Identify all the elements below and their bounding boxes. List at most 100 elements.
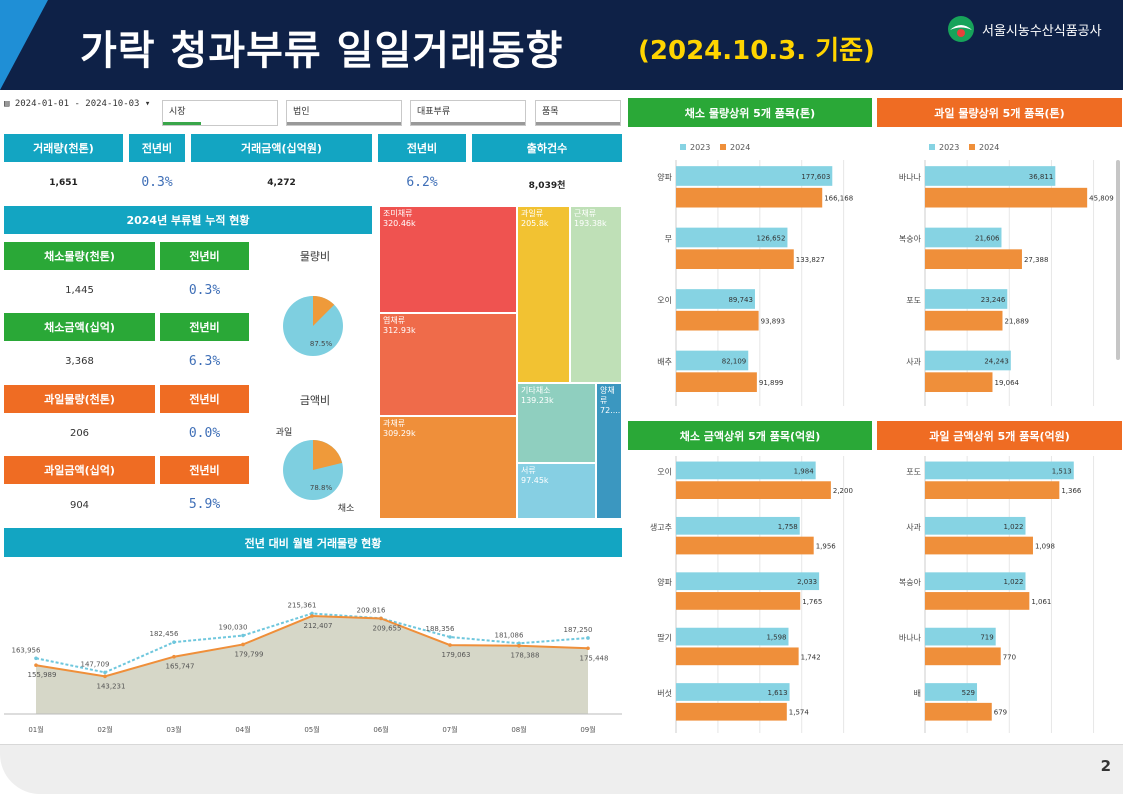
treemap-tile[interactable]: 기타채소 139.23k (517, 383, 596, 463)
category-label: 바나나 (899, 633, 922, 643)
fruit-amount-bar-chart: 1,513 1,366 포도 1,022 1,098 사과 1,022 1,061 복숭아 719… (899, 456, 1095, 733)
pie2-title: 금액비 (299, 394, 331, 407)
point-2023 (34, 656, 38, 661)
bar-label-2024: 1,765 (802, 598, 822, 606)
date-range-picker[interactable]: ▤ 2024-01-01 - 2024-10-03 ▾ (4, 99, 150, 109)
pie2-fruit-label: 과일 (275, 428, 293, 438)
data-label-2024: 209,655 (373, 624, 402, 632)
corp-filter[interactable]: 법인 (286, 100, 402, 126)
monthly-title: 전년 대비 월별 거래물량 현황 (4, 528, 622, 557)
treemap-tile-value: 193.38k (574, 219, 607, 228)
treemap-tile[interactable]: 조미채류 320.46k (379, 206, 517, 313)
bar-2023 (925, 227, 1002, 248)
treemap-tile[interactable]: 엽채류 312.93k (379, 313, 517, 416)
bar-label-2024: 1,366 (1061, 487, 1082, 495)
data-label-2024: 212,407 (304, 622, 333, 630)
bar-label-2024: 91,899 (759, 379, 784, 387)
point-2023 (172, 640, 176, 644)
fruit-amount-value: 904 (69, 500, 90, 511)
category-label: 버섯 (657, 688, 672, 698)
point-2023 (586, 636, 590, 640)
bar-label-2024: 770 (1003, 653, 1016, 661)
bar-2023 (925, 683, 978, 701)
bar-label-2024: 2,200 (833, 487, 853, 495)
bar-2024 (925, 310, 1003, 331)
legend-label-2024: 2024 (979, 143, 999, 152)
chart-scrollbar[interactable] (1116, 160, 1120, 360)
fruit-volume-yoy-value: 0.0% (188, 426, 221, 441)
page-number: 2 (1100, 757, 1111, 775)
bar-2023 (676, 572, 820, 591)
category-label: 배 (914, 689, 921, 698)
fruit-volume-value: 206 (69, 428, 90, 439)
amount-yoy-value: 6.2% (406, 175, 438, 190)
bar-label-2023: 1,022 (1003, 523, 1023, 531)
legend-label-2023: 2023 (690, 143, 710, 152)
point-2024 (517, 643, 521, 648)
bar-2023 (676, 627, 789, 646)
treemap-tile[interactable]: 서류 97.45k (517, 463, 596, 519)
bar-2024 (676, 647, 799, 666)
bar-2023 (676, 166, 833, 186)
category-label: 복숭아 (899, 233, 922, 243)
treemap-tile[interactable]: 근채류 193.38k (570, 206, 622, 383)
x-tick-label: 05월 (304, 725, 319, 734)
bar-label-2024: 21,889 (1004, 318, 1029, 326)
treemap-tile-value: 309.29k (383, 429, 416, 438)
bar-label-2023: 36,811 (1029, 173, 1054, 181)
volume-value: 1,651 (49, 178, 78, 188)
treemap-tile-label: 기타채소 (521, 386, 551, 395)
pie1-title: 물량비 (299, 250, 331, 263)
market-filter[interactable]: 시장 (162, 100, 278, 126)
bar-label-2024: 1,956 (816, 543, 837, 551)
category-label: 무 (665, 234, 672, 243)
item-filter[interactable]: 품목 (535, 100, 621, 126)
header-accent (0, 0, 48, 90)
bar-label-2024: 679 (994, 709, 1007, 717)
category-label: 포도 (906, 467, 921, 476)
bar-2024 (925, 481, 1060, 499)
point-2024 (310, 614, 314, 618)
fruit-volume-top5-title: 과일 물량상위 5개 품목(톤) (877, 98, 1122, 127)
monthly-area-2024 (36, 616, 588, 714)
bar-label-2024: 1,574 (789, 709, 810, 717)
cumulative-title: 2024년 부류별 누적 현황 (4, 206, 372, 234)
bar-label-2024: 27,388 (1024, 256, 1049, 264)
bar-2024 (676, 702, 787, 721)
org-logo-icon (948, 16, 974, 42)
bar-label-2023: 21,606 (975, 234, 1000, 242)
x-tick-label: 07월 (442, 725, 457, 734)
bar-2024 (925, 536, 1033, 555)
bar-2023 (676, 683, 790, 701)
point-2023 (448, 635, 452, 639)
point-2024 (34, 663, 38, 668)
legend-swatch-2023 (680, 144, 686, 150)
volume-yoy-value: 0.3% (141, 175, 173, 190)
treemap-tile[interactable]: 양채류 72.... (596, 383, 622, 519)
x-tick-label: 06월 (373, 725, 388, 734)
data-label-2024: 143,231 (97, 682, 126, 690)
data-label-2024: 178,388 (511, 652, 540, 660)
treemap-tile-value: 139.23k (521, 396, 554, 405)
category-label: 사과 (906, 357, 921, 366)
bar-label-2023: 89,743 (728, 296, 753, 304)
monthly-line-chart: 163,956 147,709 182,456 190,030 215,361 209,8… (4, 601, 622, 734)
amount-yoy-header: 전년비 (378, 134, 466, 162)
bar-label-2023: 23,246 (981, 296, 1006, 304)
bar-2023 (676, 227, 788, 248)
bar-2024 (676, 310, 759, 331)
bar-label-2023: 126,652 (757, 234, 786, 242)
volume-header: 거래량(천톤) (4, 134, 123, 162)
pie-pct-label: 78.8% (310, 484, 333, 492)
bar-2024 (676, 372, 757, 393)
veg-volume-yoy-header: 전년비 (160, 242, 249, 270)
veg-amount-header: 채소금액(십억) (4, 313, 155, 341)
bar-2024 (676, 536, 814, 555)
bar-2024 (925, 702, 992, 721)
bar-label-2023: 177,603 (801, 173, 830, 181)
category-filter[interactable]: 대표부류 (410, 100, 526, 126)
data-label-2023: 181,086 (495, 631, 524, 639)
treemap-tile[interactable]: 과채류 309.29k (379, 416, 517, 519)
treemap-tile[interactable]: 과일류 205.8k (517, 206, 570, 383)
treemap-tile-value: 205.8k (521, 219, 549, 228)
